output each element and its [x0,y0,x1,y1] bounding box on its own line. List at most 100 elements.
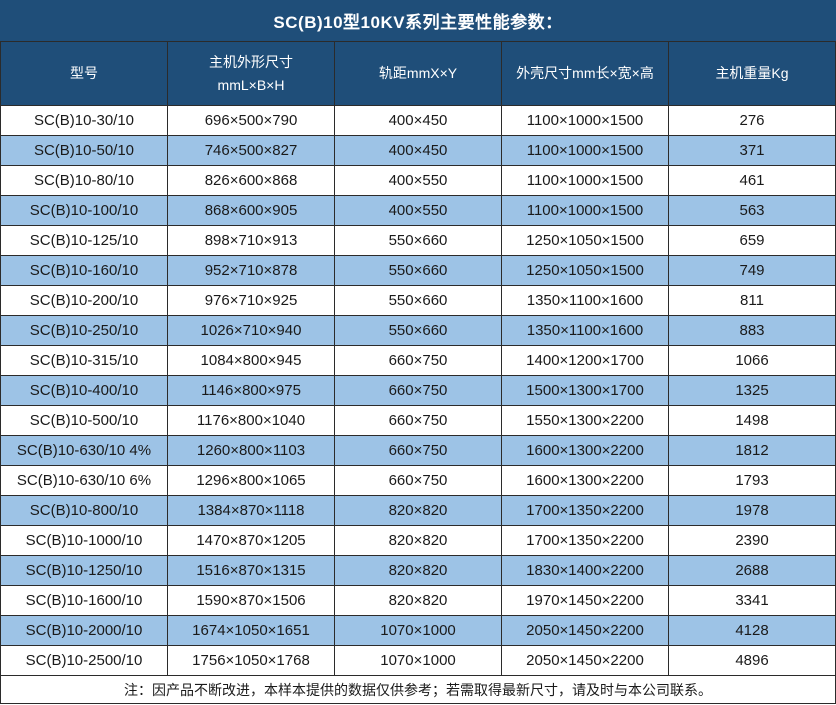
table-cell: 550×660 [335,226,502,256]
table-cell: SC(B)10-100/10 [1,196,168,226]
table-row: SC(B)10-2000/101674×1050×16511070×100020… [1,616,836,646]
table-cell: 660×750 [335,466,502,496]
table-cell: SC(B)10-80/10 [1,166,168,196]
table-row: SC(B)10-315/101084×800×945660×7501400×12… [1,346,836,376]
table-cell: 1500×1300×1700 [502,376,669,406]
table-cell: 820×820 [335,526,502,556]
table-cell: 1350×1100×1600 [502,286,669,316]
table-row: SC(B)10-1250/101516×870×1315820×8201830×… [1,556,836,586]
spec-table: 型号 主机外形尺寸 mmL×B×H 轨距mmX×Y 外壳尺寸mm长×宽×高 主机… [0,41,836,704]
table-cell: 1700×1350×2200 [502,526,669,556]
column-header-model: 型号 [1,42,168,106]
table-row: SC(B)10-1000/101470×870×1205820×8201700×… [1,526,836,556]
table-cell: SC(B)10-2000/10 [1,616,168,646]
table-cell: 1498 [669,406,836,436]
table-footer: 注：因产品不断改进，本样本提供的数据仅供参考；若需取得最新尺寸，请及时与本公司联… [1,676,836,704]
table-row: SC(B)10-80/10826×600×868400×5501100×1000… [1,166,836,196]
table-cell: 1550×1300×2200 [502,406,669,436]
table-cell: 1260×800×1103 [168,436,335,466]
table-title-text: SC(B)10型10KV系列主要性能参数： [273,8,562,33]
table-cell: 400×450 [335,106,502,136]
table-cell: 1070×1000 [335,646,502,676]
table-cell: SC(B)10-1000/10 [1,526,168,556]
table-cell: 696×500×790 [168,106,335,136]
table-row: SC(B)10-125/10898×710×913550×6601250×105… [1,226,836,256]
table-cell: SC(B)10-125/10 [1,226,168,256]
table-cell: 1100×1000×1500 [502,106,669,136]
table-cell: 1830×1400×2200 [502,556,669,586]
table-row: SC(B)10-800/101384×870×1118820×8201700×1… [1,496,836,526]
table-cell: 4896 [669,646,836,676]
table-cell: 461 [669,166,836,196]
table-cell: 811 [669,286,836,316]
table-cell: 550×660 [335,316,502,346]
table-cell: 1400×1200×1700 [502,346,669,376]
table-cell: 1296×800×1065 [168,466,335,496]
table-cell: 2688 [669,556,836,586]
table-cell: SC(B)10-400/10 [1,376,168,406]
table-cell: 659 [669,226,836,256]
table-cell: 1600×1300×2200 [502,436,669,466]
table-cell: 1600×1300×2200 [502,466,669,496]
table-cell: SC(B)10-1250/10 [1,556,168,586]
table-cell: 820×820 [335,586,502,616]
table-cell: 1700×1350×2200 [502,496,669,526]
header-row: 型号 主机外形尺寸 mmL×B×H 轨距mmX×Y 外壳尺寸mm长×宽×高 主机… [1,42,836,106]
table-row: SC(B)10-160/10952×710×878550×6601250×105… [1,256,836,286]
table-cell: 660×750 [335,406,502,436]
table-cell: 660×750 [335,346,502,376]
table-row: SC(B)10-500/101176×800×1040660×7501550×1… [1,406,836,436]
table-cell: 1350×1100×1600 [502,316,669,346]
table-row: SC(B)10-2500/101756×1050×17681070×100020… [1,646,836,676]
table-cell: 563 [669,196,836,226]
table-cell: SC(B)10-250/10 [1,316,168,346]
table-cell: 1674×1050×1651 [168,616,335,646]
table-cell: 400×550 [335,196,502,226]
table-cell: 2390 [669,526,836,556]
table-cell: 868×600×905 [168,196,335,226]
table-cell: 550×660 [335,286,502,316]
table-cell: 550×660 [335,256,502,286]
table-cell: SC(B)10-200/10 [1,286,168,316]
table-cell: 3341 [669,586,836,616]
table-cell: 1590×870×1506 [168,586,335,616]
table-row: SC(B)10-1600/101590×870×1506820×8201970×… [1,586,836,616]
table-cell: SC(B)10-1600/10 [1,586,168,616]
table-cell: 2050×1450×2200 [502,616,669,646]
table-cell: 1970×1450×2200 [502,586,669,616]
table-cell: 1470×870×1205 [168,526,335,556]
table-cell: 1066 [669,346,836,376]
table-cell: 820×820 [335,496,502,526]
spec-sheet: SC(B)10型10KV系列主要性能参数： 型号 主机外形尺寸 mmL×B×H … [0,0,836,705]
table-cell: 898×710×913 [168,226,335,256]
table-cell: 1325 [669,376,836,406]
table-cell: 1793 [669,466,836,496]
table-header: 型号 主机外形尺寸 mmL×B×H 轨距mmX×Y 外壳尺寸mm长×宽×高 主机… [1,42,836,106]
table-cell: SC(B)10-30/10 [1,106,168,136]
table-cell: 826×600×868 [168,166,335,196]
table-cell: 4128 [669,616,836,646]
table-cell: 1070×1000 [335,616,502,646]
table-cell: 1146×800×975 [168,376,335,406]
table-row: SC(B)10-630/10 4%1260×800×1103660×750160… [1,436,836,466]
table-cell: SC(B)10-2500/10 [1,646,168,676]
table-cell: 1250×1050×1500 [502,226,669,256]
column-header-shell-size: 外壳尺寸mm长×宽×高 [502,42,669,106]
table-cell: SC(B)10-50/10 [1,136,168,166]
table-cell: 1026×710×940 [168,316,335,346]
table-cell: 1516×870×1315 [168,556,335,586]
table-cell: 371 [669,136,836,166]
table-cell: 1100×1000×1500 [502,166,669,196]
table-title: SC(B)10型10KV系列主要性能参数： [0,0,836,41]
column-header-body-size: 主机外形尺寸 mmL×B×H [168,42,335,106]
table-cell: 400×550 [335,166,502,196]
table-cell: 660×750 [335,376,502,406]
table-cell: SC(B)10-160/10 [1,256,168,286]
table-cell: 1100×1000×1500 [502,136,669,166]
table-cell: 1756×1050×1768 [168,646,335,676]
table-row: SC(B)10-30/10696×500×790400×4501100×1000… [1,106,836,136]
note-text: 注：因产品不断改进，本样本提供的数据仅供参考；若需取得最新尺寸，请及时与本公司联… [1,676,836,704]
table-cell: SC(B)10-630/10 6% [1,466,168,496]
table-cell: 1250×1050×1500 [502,256,669,286]
table-cell: 749 [669,256,836,286]
